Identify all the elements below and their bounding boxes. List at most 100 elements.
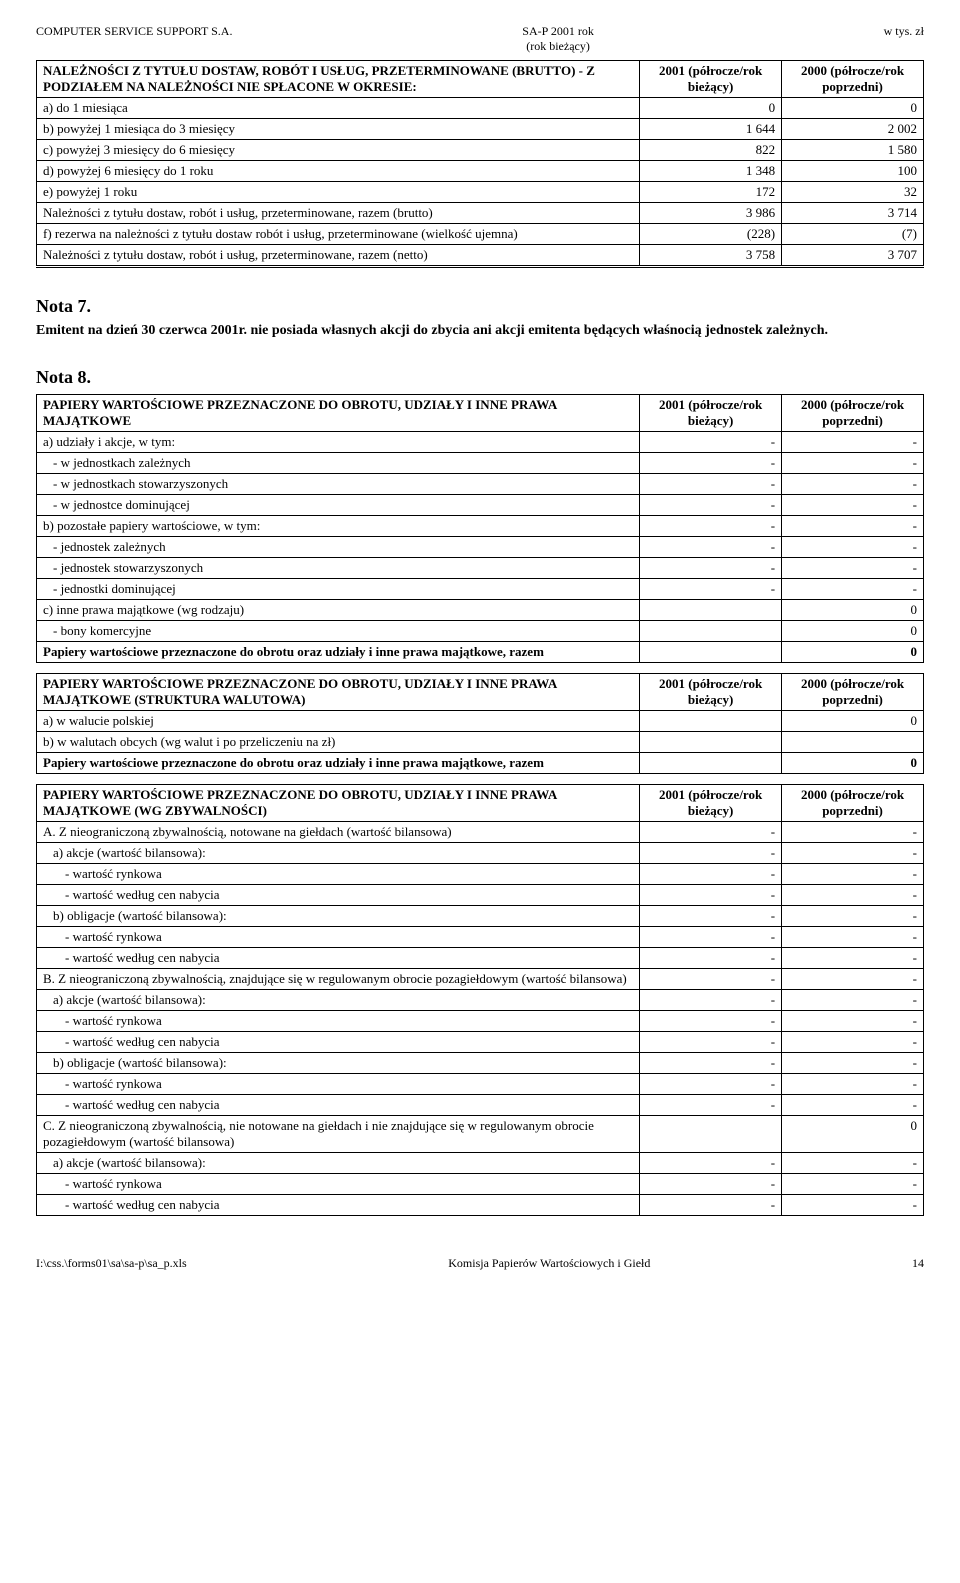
table-row: - wartość rynkowa-- — [37, 1174, 924, 1195]
header-center-line2: (rok bieżący) — [522, 39, 594, 54]
row-value-2001: - — [640, 558, 782, 579]
row-value-2001: - — [640, 927, 782, 948]
row-value-2000: 0 — [782, 1116, 924, 1153]
row-value-2000: (7) — [782, 224, 924, 245]
table-row: - jednostek zależnych-- — [37, 537, 924, 558]
table-row: a) akcje (wartość bilansowa):-- — [37, 990, 924, 1011]
row-label: Należności z tytułu dostaw, robót i usłu… — [37, 203, 640, 224]
row-value-2000: - — [782, 579, 924, 600]
row-value-2000: - — [782, 990, 924, 1011]
table-row: a) akcje (wartość bilansowa):-- — [37, 1153, 924, 1174]
table-row: a) do 1 miesiąca00 — [37, 98, 924, 119]
row-label: - jednostek zależnych — [37, 537, 640, 558]
row-value-2000: - — [782, 885, 924, 906]
table-row: d) powyżej 6 miesięcy do 1 roku1 348100 — [37, 161, 924, 182]
table-row: a) akcje (wartość bilansowa):-- — [37, 843, 924, 864]
nota8-title: Nota 8. — [36, 367, 924, 388]
row-value-2000: - — [782, 1053, 924, 1074]
row-label: a) akcje (wartość bilansowa): — [37, 990, 640, 1011]
row-label: - bony komercyjne — [37, 621, 640, 642]
row-value-2001: - — [640, 843, 782, 864]
row-value-2000: - — [782, 1153, 924, 1174]
row-value-2000: - — [782, 495, 924, 516]
table-header-row: NALEŻNOŚCI Z TYTUŁU DOSTAW, ROBÓT I USŁU… — [37, 61, 924, 98]
table-row: - wartość rynkowa-- — [37, 927, 924, 948]
table-row: C. Z nieograniczoną zbywalnością, nie no… — [37, 1116, 924, 1153]
row-value-2001 — [640, 732, 782, 753]
row-value-2001: - — [640, 432, 782, 453]
row-value-2001: - — [640, 1174, 782, 1195]
row-value-2000: 2 002 — [782, 119, 924, 140]
table-header-row: PAPIERY WARTOŚCIOWE PRZEZNACZONE DO OBRO… — [37, 674, 924, 711]
row-value-2001: - — [640, 474, 782, 495]
row-label: Papiery wartościowe przeznaczone do obro… — [37, 753, 640, 774]
row-value-2001: - — [640, 1032, 782, 1053]
row-value-2001: 172 — [640, 182, 782, 203]
row-value-2001 — [640, 1116, 782, 1153]
row-label: - wartość rynkowa — [37, 1174, 640, 1195]
row-value-2000: 32 — [782, 182, 924, 203]
row-value-2000: - — [782, 537, 924, 558]
table-title: PAPIERY WARTOŚCIOWE PRZEZNACZONE DO OBRO… — [37, 785, 640, 822]
row-label: - w jednostkach stowarzyszonych — [37, 474, 640, 495]
row-label: - w jednostkach zależnych — [37, 453, 640, 474]
table-row: - w jednostkach stowarzyszonych-- — [37, 474, 924, 495]
row-label: b) obligacje (wartość bilansowa): — [37, 1053, 640, 1074]
row-label: - wartość rynkowa — [37, 864, 640, 885]
row-label: - w jednostce dominującej — [37, 495, 640, 516]
row-value-2001 — [640, 753, 782, 774]
row-label: c) inne prawa majątkowe (wg rodzaju) — [37, 600, 640, 621]
header-center: SA-P 2001 rok (rok bieżący) — [522, 24, 594, 54]
footer-right: 14 — [912, 1256, 924, 1271]
row-value-2001: - — [640, 969, 782, 990]
row-value-2000: 3 714 — [782, 203, 924, 224]
nota7-desc: Emitent na dzień 30 czerwca 2001r. nie p… — [36, 323, 924, 339]
row-value-2000: - — [782, 474, 924, 495]
table-row: b) pozostałe papiery wartościowe, w tym:… — [37, 516, 924, 537]
col-2001: 2001 (półrocze/rok bieżący) — [640, 61, 782, 98]
row-label: b) w walutach obcych (wg walut i po prze… — [37, 732, 640, 753]
row-value-2000: 0 — [782, 98, 924, 119]
row-value-2001: - — [640, 1153, 782, 1174]
table-row: a) udziały i akcje, w tym:-- — [37, 432, 924, 453]
table-securities-a: PAPIERY WARTOŚCIOWE PRZEZNACZONE DO OBRO… — [36, 394, 924, 663]
row-label: a) w walucie polskiej — [37, 711, 640, 732]
row-label: - wartość według cen nabycia — [37, 948, 640, 969]
row-value-2001: - — [640, 1011, 782, 1032]
row-value-2000: - — [782, 864, 924, 885]
table-row: - wartość rynkowa-- — [37, 864, 924, 885]
row-value-2001: 1 348 — [640, 161, 782, 182]
table-row: b) w walutach obcych (wg walut i po prze… — [37, 732, 924, 753]
row-value-2001: - — [640, 1053, 782, 1074]
row-value-2000: - — [782, 558, 924, 579]
header-right: w tys. zł — [884, 24, 924, 54]
row-value-2001: - — [640, 822, 782, 843]
row-value-2000: - — [782, 822, 924, 843]
row-label: a) udziały i akcje, w tym: — [37, 432, 640, 453]
row-label: - wartość rynkowa — [37, 1074, 640, 1095]
row-value-2000: 3 707 — [782, 245, 924, 267]
row-value-2000: - — [782, 516, 924, 537]
table-row: e) powyżej 1 roku17232 — [37, 182, 924, 203]
row-label: b) obligacje (wartość bilansowa): — [37, 906, 640, 927]
table-row: - wartość rynkowa-- — [37, 1074, 924, 1095]
table-row: b) powyżej 1 miesiąca do 3 miesięcy1 644… — [37, 119, 924, 140]
row-value-2000: 0 — [782, 711, 924, 732]
row-value-2001: - — [640, 1074, 782, 1095]
table-row: c) inne prawa majątkowe (wg rodzaju)0 — [37, 600, 924, 621]
row-label: c) powyżej 3 miesięcy do 6 miesięcy — [37, 140, 640, 161]
table-receivables-overdue: NALEŻNOŚCI Z TYTUŁU DOSTAW, ROBÓT I USŁU… — [36, 60, 924, 268]
row-value-2000 — [782, 732, 924, 753]
table-row: - wartość według cen nabycia-- — [37, 1032, 924, 1053]
table-row: Papiery wartościowe przeznaczone do obro… — [37, 642, 924, 663]
table-row: - jednostki dominującej-- — [37, 579, 924, 600]
row-value-2000: - — [782, 453, 924, 474]
row-label: - wartość według cen nabycia — [37, 1095, 640, 1116]
row-value-2000: - — [782, 1195, 924, 1216]
row-value-2000: - — [782, 1095, 924, 1116]
row-label: C. Z nieograniczoną zbywalnością, nie no… — [37, 1116, 640, 1153]
row-value-2000: - — [782, 1032, 924, 1053]
row-value-2001: 3 986 — [640, 203, 782, 224]
row-value-2001 — [640, 711, 782, 732]
table-title: PAPIERY WARTOŚCIOWE PRZEZNACZONE DO OBRO… — [37, 674, 640, 711]
